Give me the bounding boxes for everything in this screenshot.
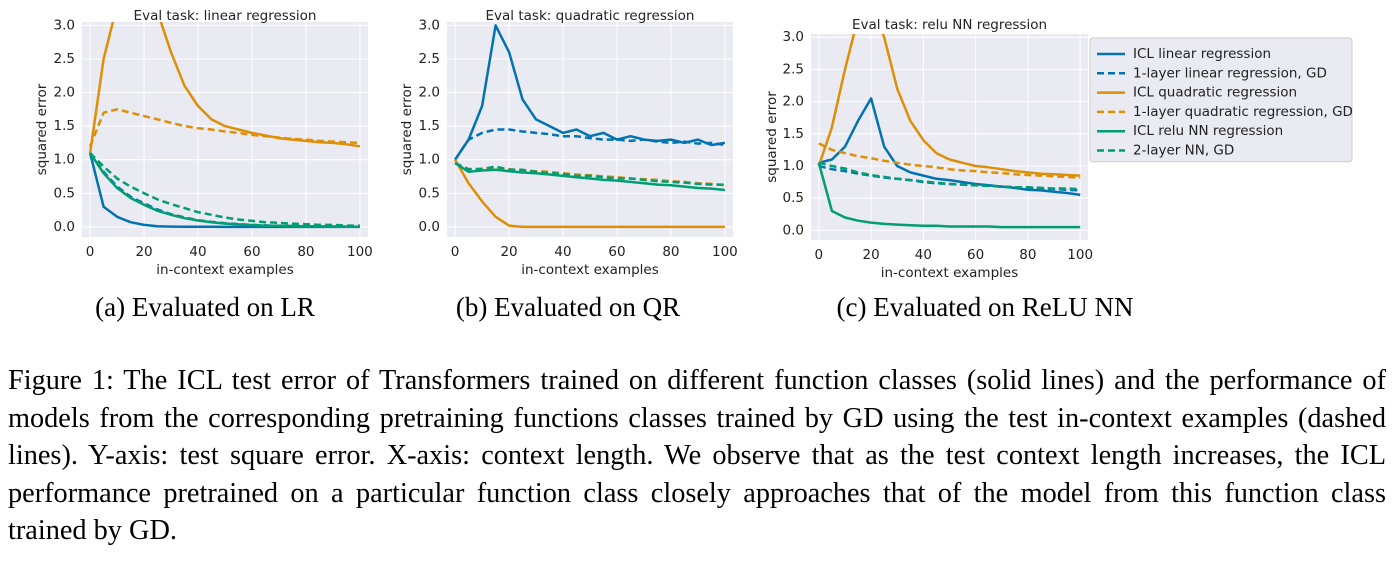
legend-label: ICL linear regression bbox=[1133, 46, 1271, 62]
sub-caption: (c) Evaluated on ReLU NN bbox=[837, 292, 1134, 322]
x-tick-label: 0 bbox=[815, 247, 824, 263]
legend-label: 1-layer quadratic regression, GD bbox=[1133, 104, 1353, 120]
y-tick-label: 1.5 bbox=[419, 118, 440, 134]
y-tick-label: 2.0 bbox=[54, 85, 75, 101]
data-line bbox=[89, 152, 360, 228]
data-line bbox=[88, 108, 360, 147]
y-tick-label: 0.5 bbox=[54, 185, 75, 201]
x-tick-label: 40 bbox=[189, 244, 206, 260]
data-line bbox=[89, 152, 360, 227]
y-tick-label: 3.0 bbox=[783, 29, 804, 45]
x-tick-label: 0 bbox=[86, 244, 95, 260]
data-line bbox=[454, 128, 726, 161]
x-tick-label: 100 bbox=[347, 244, 373, 260]
x-tick-label: 60 bbox=[967, 247, 984, 263]
data-line bbox=[454, 161, 725, 186]
y-tick-label: 0.0 bbox=[419, 219, 440, 235]
series-group bbox=[454, 24, 726, 229]
y-tick-label: 1.5 bbox=[783, 126, 804, 142]
sub-caption: (b) Evaluated on QR bbox=[456, 292, 680, 322]
sub-caption: (a) Evaluated on LR bbox=[95, 292, 315, 322]
x-tick-label: 60 bbox=[608, 244, 625, 260]
y-tick-label: 1.0 bbox=[419, 152, 440, 168]
x-tick-label: 80 bbox=[662, 244, 679, 260]
figure: 0.0 0.5 1.0 1.5 2.0 2.5 3.0 0 20 40 60 80 100 Eval ta… bbox=[34, 8, 1353, 322]
data-line bbox=[88, 22, 361, 154]
series-group bbox=[88, 22, 361, 229]
x-axis-label: in-context examples bbox=[881, 265, 1019, 281]
y-tick-label: 2.5 bbox=[419, 51, 440, 67]
y-tick-label: 0.0 bbox=[54, 219, 75, 235]
data-line bbox=[817, 162, 1081, 229]
y-axis-label: squared error bbox=[764, 91, 780, 183]
legend-box bbox=[1089, 37, 1353, 163]
legend: ICL linear regression 1-layer linear regr… bbox=[1089, 37, 1353, 163]
chart-title: Eval task: relu NN regression bbox=[852, 17, 1047, 33]
x-tick-label: 80 bbox=[297, 244, 314, 260]
legend-label: 1-layer linear regression, GD bbox=[1133, 65, 1327, 81]
figure-caption: Figure 1: The ICL test error of Transfor… bbox=[8, 365, 1386, 546]
data-line bbox=[818, 161, 1081, 191]
y-tick-label: 2.0 bbox=[783, 94, 804, 110]
y-tick-label: 2.0 bbox=[419, 85, 440, 101]
chart-title: Eval task: quadratic regression bbox=[486, 8, 695, 24]
data-line bbox=[818, 97, 1081, 197]
x-axis-label: in-context examples bbox=[156, 262, 294, 278]
x-axis-label: in-context examples bbox=[521, 262, 659, 278]
y-tick-label: 0.5 bbox=[419, 185, 440, 201]
x-tick-label: 40 bbox=[915, 247, 932, 263]
legend-label: 2-layer NN, GD bbox=[1133, 143, 1234, 159]
data-line bbox=[454, 159, 725, 229]
plot-area bbox=[82, 22, 368, 237]
y-tick-label: 2.5 bbox=[54, 51, 75, 67]
series-group bbox=[817, 34, 1081, 229]
y-tick-label: 3.0 bbox=[419, 17, 440, 33]
chart-title: Eval task: linear regression bbox=[134, 8, 317, 24]
x-tick-label: 0 bbox=[451, 244, 460, 260]
x-tick-label: 20 bbox=[863, 247, 880, 263]
y-tick-label: 0.0 bbox=[783, 222, 804, 238]
data-line bbox=[454, 24, 726, 161]
data-line bbox=[454, 162, 726, 192]
x-tick-label: 100 bbox=[1067, 247, 1093, 263]
x-tick-label: 20 bbox=[135, 244, 152, 260]
y-axis-label: squared error bbox=[34, 83, 50, 175]
y-tick-label: 0.5 bbox=[783, 190, 804, 206]
data-line bbox=[818, 142, 1081, 179]
plot-area bbox=[447, 22, 733, 237]
y-tick-label: 2.5 bbox=[783, 61, 804, 77]
plot-area bbox=[811, 34, 1088, 240]
legend-label: ICL quadratic regression bbox=[1133, 85, 1297, 101]
data-line bbox=[817, 34, 1081, 177]
x-tick-label: 60 bbox=[243, 244, 260, 260]
y-tick-label: 1.0 bbox=[54, 152, 75, 168]
y-tick-label: 3.0 bbox=[54, 17, 75, 33]
x-tick-label: 40 bbox=[554, 244, 571, 260]
x-tick-label: 80 bbox=[1019, 247, 1036, 263]
x-tick-label: 100 bbox=[712, 244, 738, 260]
y-tick-label: 1.5 bbox=[54, 118, 75, 134]
legend-label: ICL relu NN regression bbox=[1133, 123, 1283, 139]
y-axis-label: squared error bbox=[399, 83, 415, 175]
y-tick-label: 1.0 bbox=[783, 158, 804, 174]
x-tick-label: 20 bbox=[500, 244, 517, 260]
